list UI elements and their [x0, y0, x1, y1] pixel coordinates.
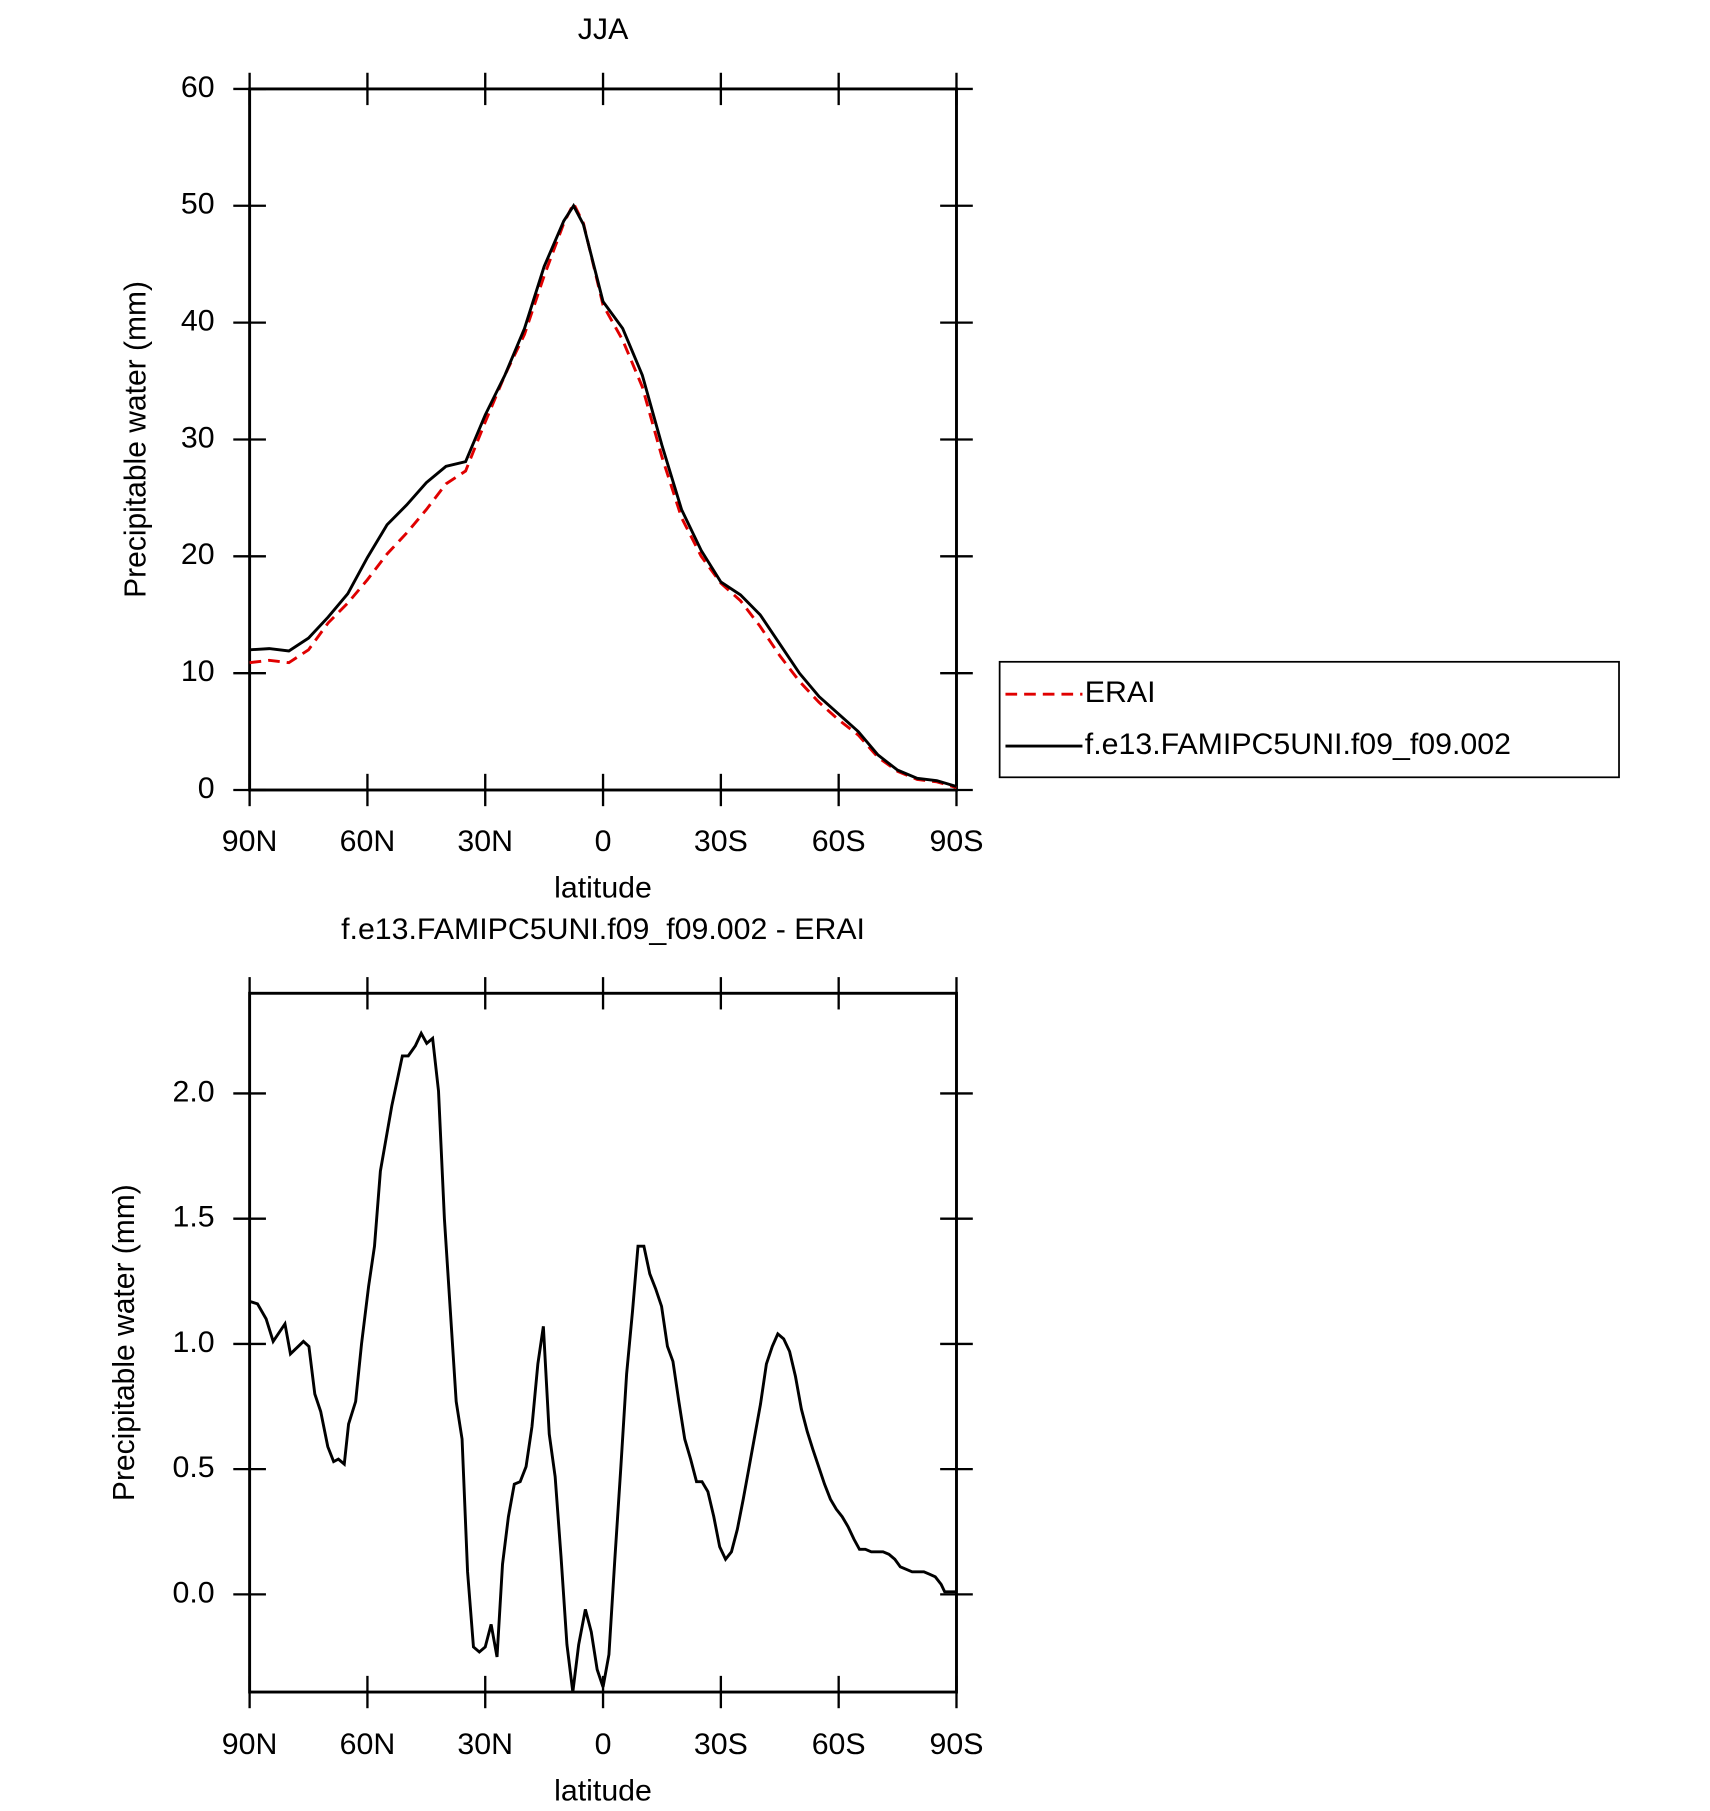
- y-tick-label: 20: [181, 538, 215, 571]
- x-tick-label: 60N: [340, 1728, 396, 1761]
- y-axis-label: Precipitable water (mm): [108, 1184, 141, 1501]
- y-tick-label: 10: [181, 655, 215, 688]
- plot-frame: [248, 991, 958, 1694]
- legend: ERAI f.e13.FAMIPC5UNI.f09_f09.002: [998, 660, 1620, 779]
- chart-title: JJA: [578, 13, 629, 46]
- y-tick-label: 30: [181, 422, 215, 455]
- legend-box: [998, 660, 1620, 779]
- y-tick-label: 40: [181, 305, 215, 338]
- x-tick-label: 90S: [930, 825, 984, 858]
- x-tick-label: 0: [595, 825, 612, 858]
- x-tick-label: 90N: [222, 825, 278, 858]
- y-tick-label: 1.5: [172, 1201, 214, 1234]
- legend-label: ERAI: [1085, 676, 1156, 709]
- y-tick-label: 0.5: [172, 1451, 214, 1484]
- data-line: [249, 202, 957, 788]
- data-line: [249, 1030, 957, 1693]
- x-tick-label: 30S: [694, 1728, 748, 1761]
- x-tick-label: 60S: [812, 1728, 866, 1761]
- x-tick-label: 90N: [222, 1728, 278, 1761]
- data-line: [249, 200, 957, 790]
- plot-frame: [248, 87, 958, 792]
- chart-title: f.e13.FAMIPC5UNI.f09_f09.002 - ERAI: [341, 913, 865, 946]
- y-tick-label: 0: [198, 772, 215, 805]
- y-tick-label: 0.0: [172, 1576, 214, 1609]
- y-tick-label: 50: [181, 188, 215, 221]
- x-axis-label: latitude: [554, 1775, 652, 1808]
- x-axis-label: latitude: [554, 871, 652, 904]
- x-tick-label: 30N: [457, 1728, 513, 1761]
- y-axis-label: Precipitable water (mm): [120, 281, 153, 598]
- x-tick-label: 30N: [457, 825, 513, 858]
- x-tick-label: 90S: [930, 1728, 984, 1761]
- y-tick-label: 60: [181, 71, 215, 104]
- x-tick-label: 30S: [694, 825, 748, 858]
- x-tick-label: 0: [595, 1728, 612, 1761]
- x-tick-label: 60N: [340, 825, 396, 858]
- y-tick-label: 2.0: [172, 1076, 214, 1109]
- x-tick-label: 60S: [812, 825, 866, 858]
- y-tick-label: 1.0: [172, 1326, 214, 1359]
- legend-label: f.e13.FAMIPC5UNI.f09_f09.002: [1085, 728, 1511, 761]
